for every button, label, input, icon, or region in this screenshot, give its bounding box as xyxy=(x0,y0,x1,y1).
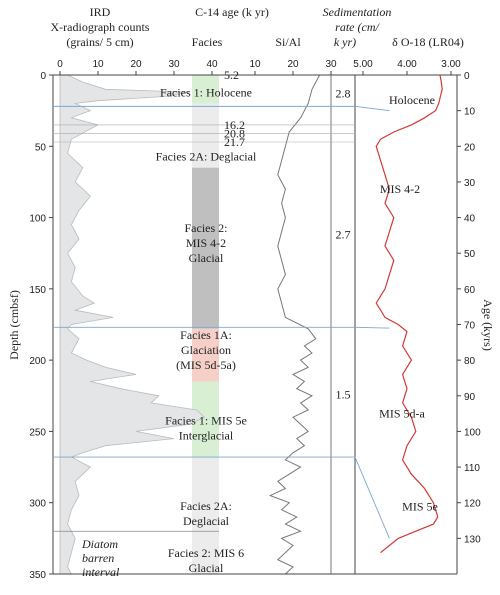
facies-label-6-1: Glacial xyxy=(189,561,224,575)
d18o-tick-label-1: 4.00 xyxy=(397,59,417,70)
facies-label-5-1: Deglacial xyxy=(183,514,230,528)
sial-tick-label-0: 10 xyxy=(249,59,261,70)
diatom-label-0: Diatom xyxy=(81,537,118,551)
diatom-label-1: barren xyxy=(82,551,114,565)
depth-tick-label-3: 150 xyxy=(29,285,46,296)
sial-series xyxy=(268,74,321,575)
d18o-line xyxy=(375,74,443,554)
c14-age-3: 21.7 xyxy=(224,135,245,149)
boundary-diag-0 xyxy=(354,105,390,112)
c14-age-2: 20.8 xyxy=(224,126,245,140)
facies-band-5 xyxy=(192,457,219,532)
depth-tick-label-2: 100 xyxy=(29,214,46,225)
facies-header: Facies xyxy=(192,35,223,49)
age-tick-label-1: 10 xyxy=(464,107,476,118)
age-tick-label-0: 0 xyxy=(464,71,470,82)
age-tick-label-5: 50 xyxy=(464,249,476,260)
ird-tick-label-2: 20 xyxy=(130,59,142,70)
depth-tick-label-6: 300 xyxy=(29,499,46,510)
sed-header-1: Sedimentation xyxy=(323,5,392,19)
age-tick-label-7: 70 xyxy=(464,321,476,332)
facies-label-4-0: Facies 1: MIS 5e xyxy=(165,413,247,427)
sed-rate-0: 2.8 xyxy=(336,87,351,101)
ird-header-3: (grains/ 5 cm) xyxy=(66,35,133,49)
mis42-label: MIS 4-2 xyxy=(380,182,420,196)
d18o-tick-label-0: 5.00 xyxy=(353,59,373,70)
holocene-label: Holocene xyxy=(389,93,435,107)
facies-band-3 xyxy=(192,328,219,382)
age-tick-label-4: 40 xyxy=(464,214,476,225)
facies-band-0 xyxy=(192,75,219,104)
depth-tick-label-5: 250 xyxy=(29,427,46,438)
facies-label-5-0: Facies 2A: xyxy=(180,499,232,513)
mis5e-label: MIS 5e xyxy=(402,499,438,513)
facies-label-4-1: Interglacial xyxy=(179,428,234,442)
age-tick-label-13: 130 xyxy=(464,534,481,545)
boundary-diag-1 xyxy=(354,326,390,329)
sed-rate-2: 1.5 xyxy=(336,387,351,401)
sed-header-3: k yr) xyxy=(334,35,356,49)
annotations: 5.2 16.220.821.7 Facies 1: Holocene Facies … xyxy=(81,68,438,579)
sial-line xyxy=(268,74,321,575)
ird-tick-label-0: 0 xyxy=(57,59,63,70)
facies-label-2-2: Glacial xyxy=(189,251,224,265)
age-tick-label-8: 80 xyxy=(464,356,476,367)
age-tick-label-9: 90 xyxy=(464,392,476,403)
c14-age-0: 5.2 xyxy=(224,68,239,82)
facies-band-2 xyxy=(192,167,219,329)
depth-tick-label-1: 50 xyxy=(35,142,47,153)
facies-label-0-0: Facies 1: Holocene xyxy=(160,85,252,99)
age-tick-label-2: 20 xyxy=(464,142,476,153)
facies-label-3-2: (MIS 5d-5a) xyxy=(176,358,236,372)
age-tick-label-10: 100 xyxy=(464,427,481,438)
sed-rate-1: 2.7 xyxy=(336,228,351,242)
age-tick-label-11: 110 xyxy=(464,463,480,474)
facies-label-3-0: Facies 1A: xyxy=(180,328,232,342)
boundary-lines xyxy=(53,105,390,539)
facies-label-1-0: Facies 2A: Deglacial xyxy=(156,150,257,164)
facies-label-2-0: Facies 2: xyxy=(185,221,228,235)
ird-tick-label-1: 10 xyxy=(92,59,104,70)
mis5da-label: MIS 5d-a xyxy=(379,407,425,421)
age-axis-title: Age (kyrs) xyxy=(481,299,495,351)
d18o-tick-label-2: 3.00 xyxy=(441,59,461,70)
sial-header: Si/Al xyxy=(275,35,301,49)
sial-tick-label-1: 20 xyxy=(287,59,299,70)
facies-label-2-1: MIS 4-2 xyxy=(186,236,226,250)
sed-header-2: rate (cm/ xyxy=(335,20,380,34)
ird-header-2: X-radiograph counts xyxy=(51,20,150,34)
depth-tick-label-7: 350 xyxy=(29,570,46,581)
age-tick-label-3: 30 xyxy=(464,178,476,189)
d18o-series xyxy=(375,74,443,554)
age-tick-label-12: 120 xyxy=(464,499,481,510)
c14-header: C-14 age (k yr) xyxy=(195,5,269,19)
sial-tick-label-2: 30 xyxy=(325,59,337,70)
facies-label-3-1: Glaciation xyxy=(181,343,231,357)
age-tick-label-6: 60 xyxy=(464,285,476,296)
ird-header-1: IRD xyxy=(90,5,111,19)
depth-tick-label-4: 200 xyxy=(29,356,46,367)
facies-label-6-0: Facies 2: MIS 6 xyxy=(168,546,244,560)
diatom-label-2: interval xyxy=(82,565,120,579)
boundary-diag-2 xyxy=(354,456,390,539)
facies-band-6 xyxy=(192,531,219,574)
ird-tick-label-4: 40 xyxy=(206,59,218,70)
facies-band-1 xyxy=(192,103,219,168)
c14-age-1: 16.2 xyxy=(224,118,245,132)
depth-tick-label-0: 0 xyxy=(40,71,46,82)
depth-axis-title: Depth (cmbsf) xyxy=(7,290,21,360)
d18o-header: δ O-18 (LR04) xyxy=(392,35,464,49)
ird-tick-label-3: 30 xyxy=(168,59,180,70)
